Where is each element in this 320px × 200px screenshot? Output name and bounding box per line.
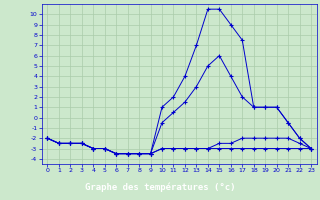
Text: Graphe des températures (°c): Graphe des températures (°c) xyxy=(85,182,235,192)
